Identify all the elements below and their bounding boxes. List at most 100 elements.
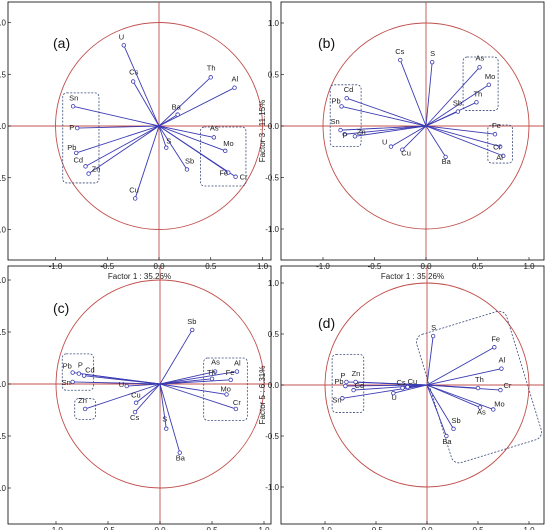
- data-point: [234, 369, 240, 374]
- x-tick-label: 1.0: [523, 526, 535, 530]
- data-point: [132, 409, 138, 415]
- panel-label: (c): [53, 300, 69, 316]
- y-tick-label: 0.0: [268, 122, 280, 131]
- data-point: [211, 135, 217, 140]
- data-point: [455, 109, 461, 114]
- loading-vector: [425, 66, 480, 127]
- loading-vector: [425, 125, 496, 135]
- chart-panel: -1.0 -1.0 -0.5 -0.5 0.0 0.0 0.5 0.5 1.0 1.0 Factor…: [258, 1, 545, 281]
- loading-vector: [84, 383, 161, 410]
- data-point: [190, 327, 195, 333]
- x-tick-label: -0.5: [369, 526, 383, 530]
- loading-vector: [158, 114, 178, 127]
- point-label: Cr: [493, 143, 501, 152]
- point-label: Th: [475, 375, 484, 384]
- loading-vector: [426, 384, 501, 391]
- point-label: Sb: [452, 416, 461, 425]
- y-axis-label: Factor 3 : 11.15%: [258, 100, 267, 163]
- x-tick-label: -1.0: [49, 526, 63, 530]
- data-point: [498, 387, 503, 393]
- point-label: Al: [234, 359, 241, 368]
- x-tick-label: -0.5: [100, 262, 114, 271]
- data-point: [132, 196, 138, 201]
- data-point: [338, 127, 343, 133]
- point-label: Cr: [503, 381, 511, 390]
- data-point: [388, 144, 394, 149]
- loading-vector: [346, 97, 427, 127]
- loading-vector: [77, 125, 160, 129]
- data-point: [76, 371, 82, 376]
- data-point: [344, 379, 349, 385]
- point-label: Ba: [172, 103, 182, 112]
- point-label: Sb: [185, 156, 194, 165]
- data-point: [497, 144, 503, 149]
- data-point: [177, 450, 182, 455]
- loading-vector: [159, 371, 238, 385]
- point-label: Al: [498, 356, 505, 365]
- data-point: [353, 379, 358, 385]
- point-label: U: [119, 32, 124, 41]
- loading-vector: [425, 125, 501, 148]
- x-tick-label: 0.0: [153, 262, 165, 271]
- y-tick-label: 1.0: [0, 19, 7, 28]
- loading-vector: [72, 381, 161, 385]
- point-label: Cd: [85, 366, 95, 375]
- data-point: [443, 154, 448, 160]
- point-label: Pb: [332, 96, 341, 105]
- point-label: Zn: [92, 165, 101, 174]
- point-label: Zn: [352, 369, 361, 378]
- loading-vector: [354, 125, 427, 137]
- data-point: [351, 387, 356, 393]
- point-label: P: [78, 361, 83, 370]
- y-tick-label: 0.0: [0, 380, 7, 389]
- data-point: [209, 376, 215, 381]
- data-point: [343, 383, 348, 389]
- point-label: As: [476, 53, 485, 62]
- point-label: S: [162, 415, 167, 424]
- y-tick-label: 0.0: [0, 122, 7, 131]
- point-label: P: [69, 123, 74, 132]
- point-label: Al: [496, 153, 503, 162]
- x-axis-label: Factor 1 : 35.26%: [108, 272, 171, 281]
- data-point: [130, 79, 136, 84]
- data-point: [475, 385, 481, 391]
- data-point: [492, 132, 498, 137]
- data-point: [491, 407, 496, 412]
- data-point: [429, 59, 435, 65]
- data-point: [70, 379, 75, 385]
- x-tick-label: 0.5: [205, 262, 217, 271]
- y-tick-label: -1.0: [0, 484, 7, 493]
- loading-vector: [345, 384, 428, 387]
- plot-frame: [280, 265, 545, 525]
- loading-vector: [344, 125, 427, 135]
- point-label: Cu: [129, 185, 139, 194]
- x-tick-label: -1.0: [318, 526, 332, 530]
- data-point: [342, 132, 347, 137]
- loading-vector: [76, 125, 160, 154]
- y-tick-label: -0.5: [0, 174, 7, 183]
- y-tick-label: -1.0: [0, 226, 7, 235]
- loading-vector: [159, 383, 227, 395]
- data-point: [233, 174, 238, 179]
- loading-vector: [132, 81, 160, 127]
- point-label: As: [210, 123, 219, 132]
- loading-vector: [159, 371, 216, 385]
- loading-vector: [390, 125, 427, 147]
- point-label: Mo: [223, 139, 233, 148]
- point-label: Sb: [453, 99, 462, 108]
- chart-panel: -1.0 -1.0 -0.5 -0.5 0.0 0.0 0.5 0.5 1.0 1.0 Factor…: [258, 265, 545, 530]
- point-label: U: [391, 393, 396, 402]
- x-tick-label: -0.5: [368, 262, 382, 271]
- panel-label: (d): [318, 315, 335, 331]
- data-point: [400, 147, 405, 152]
- y-tick-label: 0.5: [268, 71, 280, 80]
- y-tick-label: 1.0: [0, 276, 7, 285]
- point-label: P: [340, 371, 345, 380]
- point-label: Fe: [226, 368, 235, 377]
- point-label: Th: [207, 368, 216, 377]
- point-label: As: [211, 358, 220, 367]
- loading-vector: [158, 125, 236, 178]
- point-label: Fe: [219, 169, 228, 178]
- loading-vector: [340, 125, 427, 131]
- point-label: Cd: [355, 381, 365, 390]
